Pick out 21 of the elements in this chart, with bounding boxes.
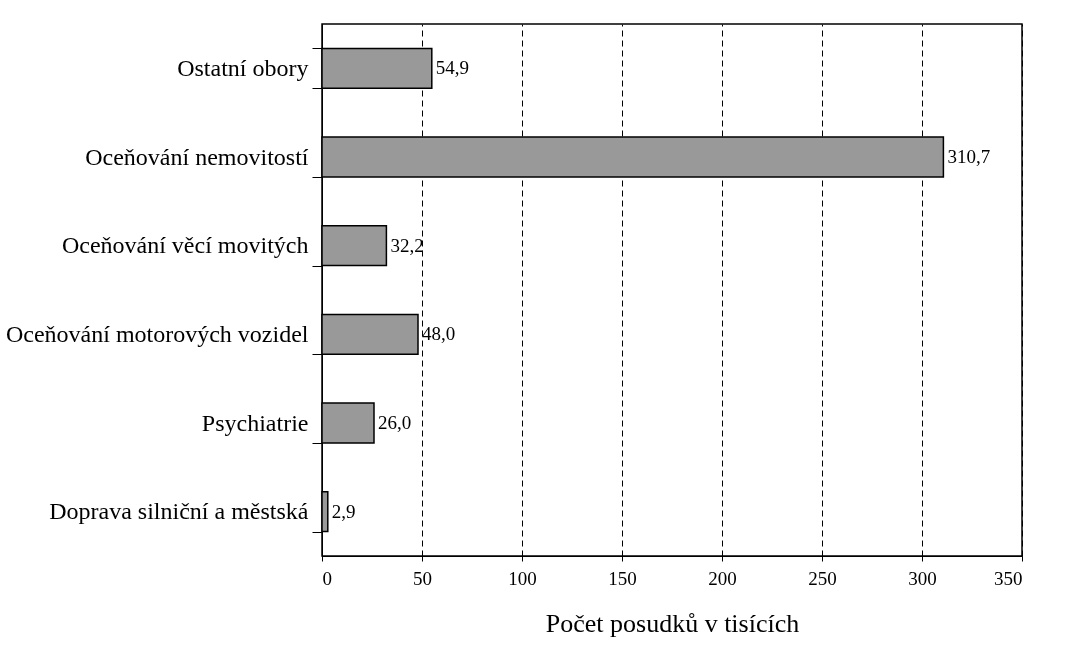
x-tick-label: 0 bbox=[322, 567, 332, 589]
x-tick-label: 200 bbox=[708, 567, 737, 589]
data-label: 54,9 bbox=[435, 57, 470, 79]
x-tick-label: 100 bbox=[508, 567, 537, 589]
y-tick-label: Oceňování věcí movitých bbox=[61, 232, 309, 259]
y-tick-label: Doprava silniční a městská bbox=[49, 498, 309, 525]
data-label: 26,0 bbox=[378, 412, 412, 433]
y-tick-label: Oceňování motorových vozidel bbox=[5, 320, 309, 347]
data-label: 310,7 bbox=[947, 146, 991, 167]
x-tick-label: 300 bbox=[908, 567, 937, 589]
data-label: 32,2 bbox=[390, 234, 424, 256]
y-tick-label: Oceňování nemovitostí bbox=[85, 143, 309, 170]
data-label: 2,9 bbox=[331, 500, 356, 522]
data-label: 48,0 bbox=[422, 323, 456, 345]
x-tick-label: 150 bbox=[608, 567, 637, 589]
y-tick-label: Psychiatrie bbox=[201, 409, 309, 436]
x-tick-label: 350 bbox=[994, 567, 1023, 589]
x-tick-label: 50 bbox=[413, 567, 432, 589]
x-tick-label: 250 bbox=[808, 567, 837, 589]
x-axis-title: Počet posudků v tisících bbox=[545, 608, 800, 638]
y-tick-label: Ostatní obory bbox=[177, 54, 309, 81]
